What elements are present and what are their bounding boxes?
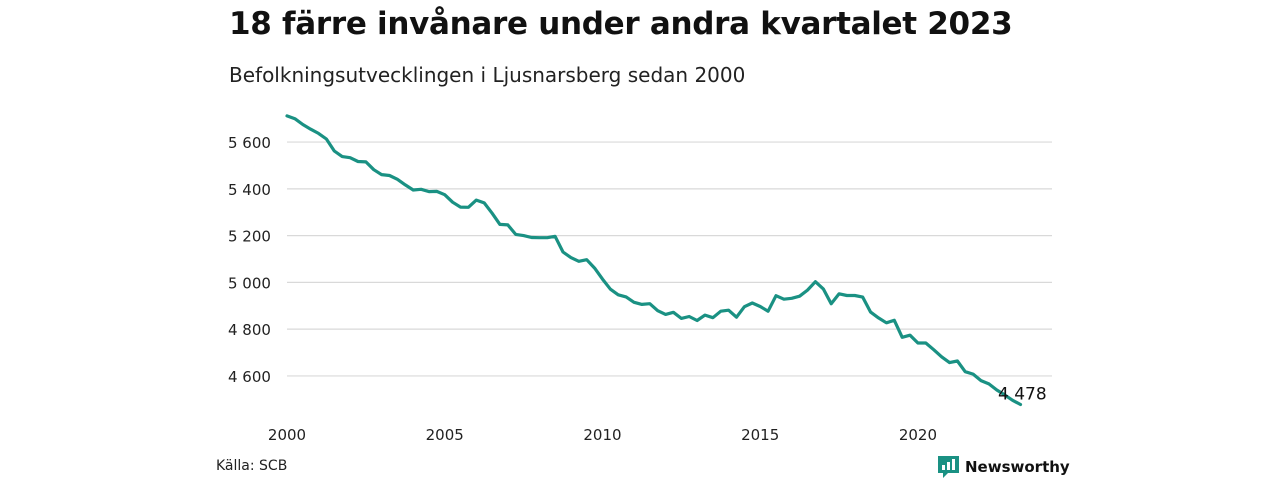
x-tick-label: 2000 <box>268 426 306 444</box>
y-tick-label: 5 000 <box>228 274 271 292</box>
y-tick-label: 4 800 <box>228 321 271 339</box>
chart-title: 18 färre invånare under andra kvartalet … <box>229 6 1013 42</box>
bar-chart-logo-icon <box>938 456 959 478</box>
y-tick-label: 4 600 <box>228 368 271 386</box>
x-tick-label: 2005 <box>426 426 464 444</box>
brand-label: Newsworthy <box>965 458 1070 476</box>
y-tick-label: 5 400 <box>228 181 271 199</box>
y-tick-label: 5 600 <box>228 134 271 152</box>
brand-logo: Newsworthy <box>938 456 1070 478</box>
end-value-label: 4 478 <box>998 384 1047 404</box>
source-note: Källa: SCB <box>216 458 288 474</box>
y-tick-label: 5 200 <box>228 228 271 246</box>
population-series-line <box>285 114 1023 407</box>
x-tick-label: 2015 <box>741 426 779 444</box>
x-tick-label: 2010 <box>583 426 621 444</box>
chart-subtitle: Befolkningsutvecklingen i Ljusnarsberg s… <box>229 63 746 87</box>
x-tick-label: 2020 <box>899 426 937 444</box>
